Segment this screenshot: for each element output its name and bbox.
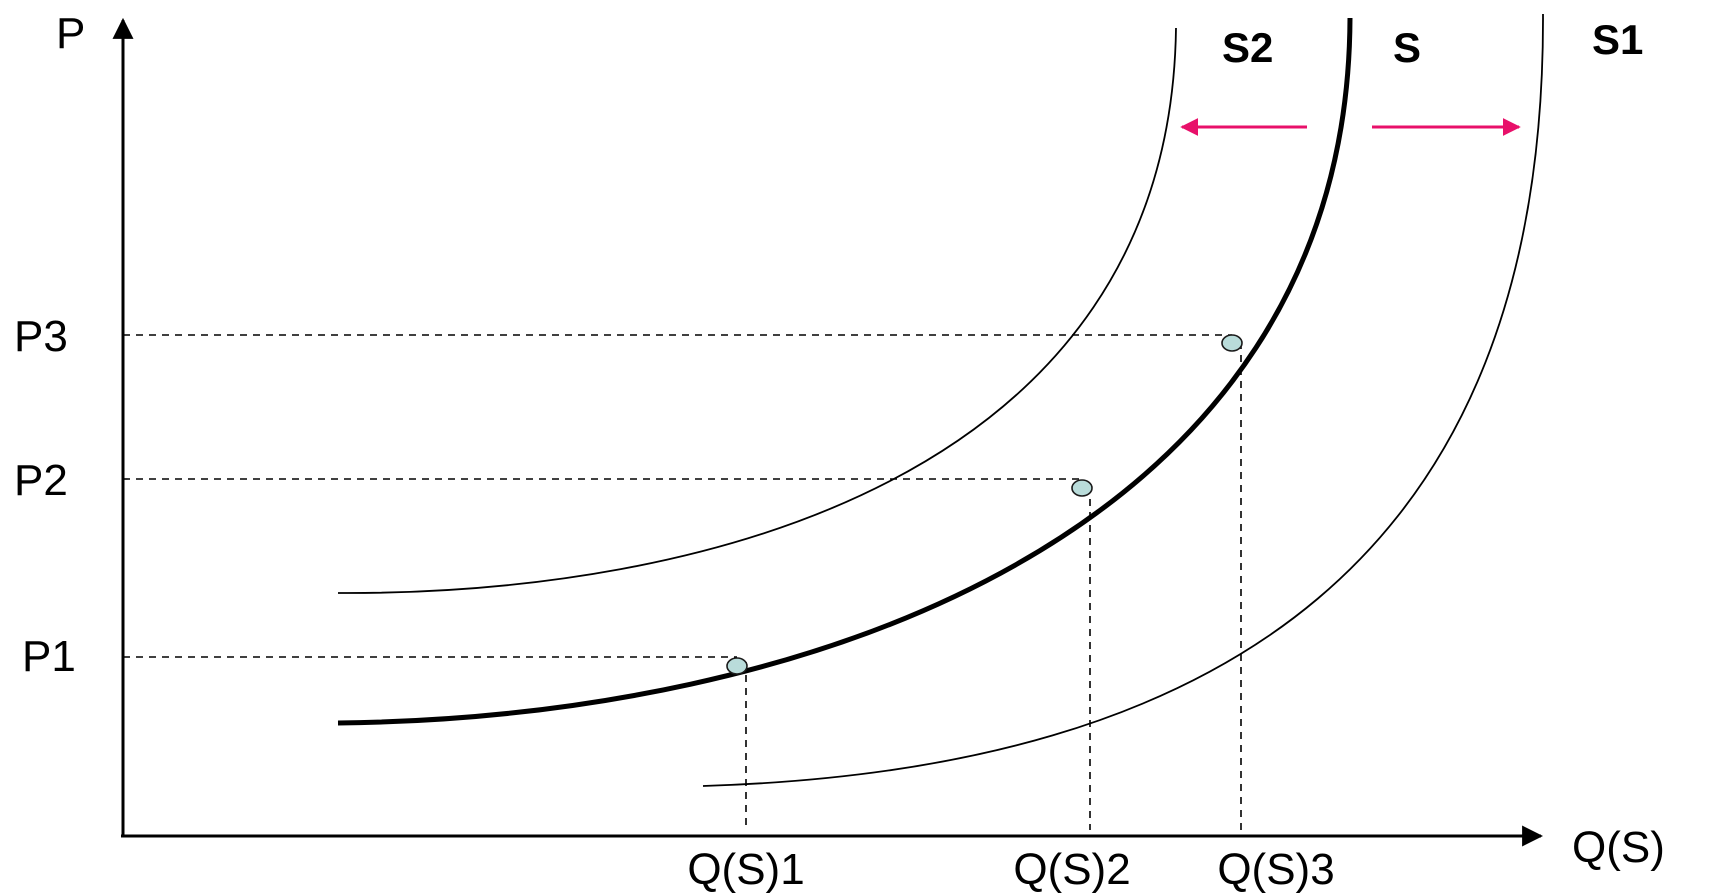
point-p2-qs2 [1071, 479, 1093, 497]
guide-lines [123, 334, 1242, 830]
quantity-label-qs3: Q(S)3 [1217, 845, 1334, 893]
x-axis-label: Q(S) [1572, 823, 1665, 872]
supply-curve-s2 [337, 27, 1177, 594]
curve-label-s: S [1393, 24, 1421, 71]
curve-label-s2: S2 [1222, 24, 1273, 71]
price-label-p2: P2 [14, 456, 68, 505]
supply-curve-s1 [702, 13, 1544, 787]
quantity-label-qs2: Q(S)2 [1013, 845, 1130, 893]
point-p1-qs1 [726, 657, 748, 675]
quantity-label-qs1: Q(S)1 [687, 845, 804, 893]
price-label-p3: P3 [14, 312, 68, 361]
curve-label-s1: S1 [1592, 16, 1643, 63]
price-label-p1: P1 [22, 632, 76, 681]
supply-curve-s [337, 17, 1353, 726]
point-p3-qs3 [1221, 334, 1243, 352]
y-axis-label: P [56, 9, 85, 58]
